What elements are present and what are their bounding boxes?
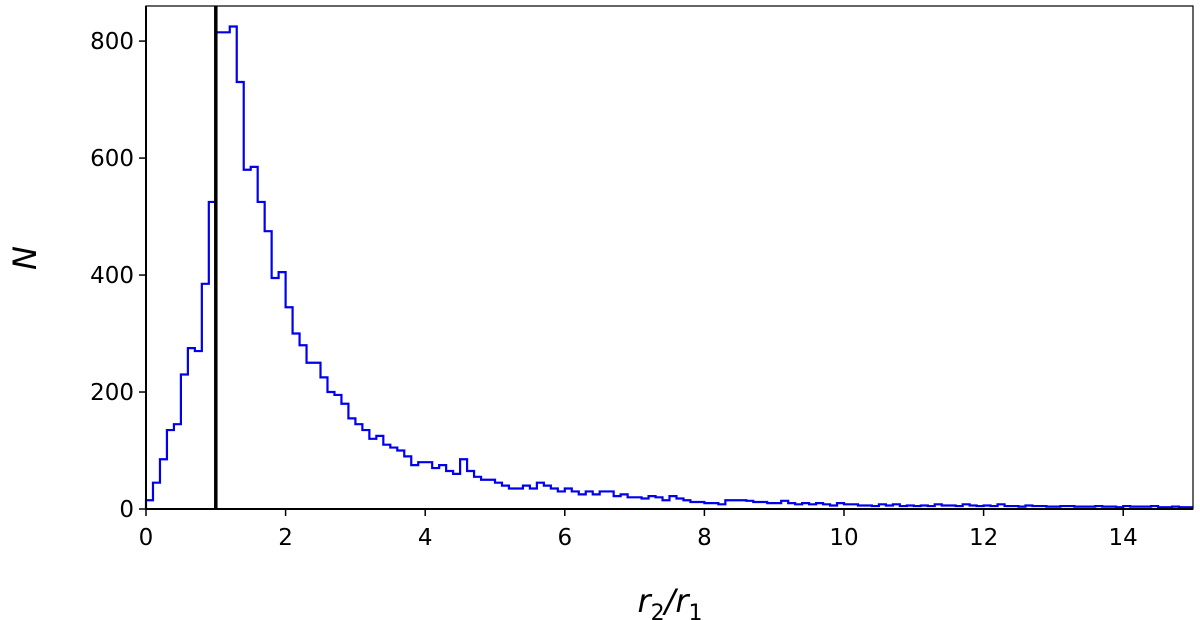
axis-ticks: 0 2 4 6 8 10 12 14 0 200 400 600 800 bbox=[90, 29, 1138, 551]
y-tick-label: 600 bbox=[90, 146, 134, 172]
x-tick-label: 10 bbox=[829, 525, 858, 551]
histogram-series bbox=[144, 25, 1193, 509]
x-tick-label: 0 bbox=[139, 525, 154, 551]
x-label-sub1: 2 bbox=[651, 601, 665, 620]
x-label-sub2: 1 bbox=[689, 601, 703, 620]
histogram-step-line bbox=[144, 25, 1193, 509]
x-tick-label: 6 bbox=[557, 525, 572, 551]
x-axis-label: r2/r1 bbox=[637, 582, 702, 620]
x-tick-label: 12 bbox=[969, 525, 998, 551]
x-tick-label: 8 bbox=[697, 525, 712, 551]
axes-frame bbox=[145, 5, 1194, 510]
x-label-base2: r bbox=[675, 582, 690, 620]
y-tick-label: 200 bbox=[90, 380, 134, 406]
x-tick-label: 14 bbox=[1109, 525, 1138, 551]
x-label-base1: r bbox=[637, 582, 652, 620]
plot-frame bbox=[145, 5, 1194, 510]
y-tick-label: 0 bbox=[119, 497, 134, 523]
x-label-slash: / bbox=[662, 582, 679, 620]
y-axis-label: N bbox=[6, 246, 44, 270]
y-tick-label: 400 bbox=[90, 263, 134, 289]
x-tick-label: 2 bbox=[278, 525, 293, 551]
x-tick-label: 4 bbox=[418, 525, 433, 551]
y-tick-label: 800 bbox=[90, 29, 134, 55]
